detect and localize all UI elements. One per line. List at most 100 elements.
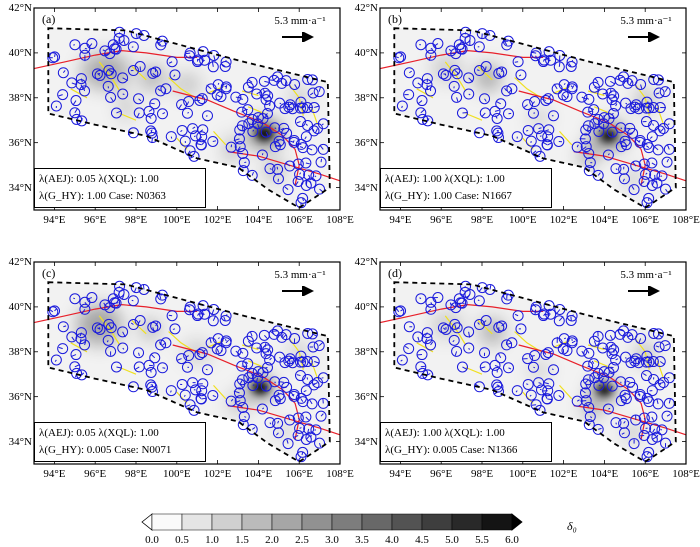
station-vector xyxy=(138,98,142,102)
gps-stations xyxy=(47,280,329,463)
station-vector xyxy=(558,316,564,322)
gps-station xyxy=(160,337,172,349)
station-vector xyxy=(193,135,196,138)
gps-station xyxy=(396,354,408,366)
station-vector xyxy=(548,313,551,315)
station-vector xyxy=(658,79,664,82)
gps-station xyxy=(542,93,554,105)
gps-station xyxy=(425,303,437,315)
gps-station xyxy=(643,142,655,154)
fault-minor-10 xyxy=(656,106,665,125)
lat-label: 36°N xyxy=(354,136,378,149)
gps-station xyxy=(649,423,661,435)
gps-station xyxy=(641,451,653,463)
gps-station xyxy=(284,160,296,172)
station-vector xyxy=(213,55,216,62)
gps-station xyxy=(453,293,465,305)
fault-minor-6 xyxy=(119,112,137,121)
station-vector xyxy=(71,82,76,85)
station-vector xyxy=(212,140,217,142)
velocity-scale-arrow-icon xyxy=(282,32,314,42)
fault-minor-0 xyxy=(444,315,467,346)
station-vector xyxy=(643,417,647,422)
gps-station xyxy=(592,330,604,342)
station-vector xyxy=(597,172,601,176)
gps-station xyxy=(256,403,268,415)
station-vector xyxy=(277,420,280,424)
station-vector xyxy=(547,142,552,146)
station-vector xyxy=(284,80,287,86)
gps-station xyxy=(66,331,78,343)
gps-station xyxy=(294,168,306,180)
gps-station xyxy=(459,32,471,44)
gps-station xyxy=(610,354,622,366)
gps-station xyxy=(640,370,652,382)
station-vector xyxy=(417,82,422,86)
gps-station xyxy=(602,403,614,415)
lat-label: 34°N xyxy=(8,181,32,194)
study-region-boundary xyxy=(393,281,677,463)
colorbar-tick: 4.0 xyxy=(385,534,399,546)
lon-label: 102°E xyxy=(203,468,232,480)
map-canvas xyxy=(379,261,687,465)
station-vector xyxy=(274,381,276,384)
colorbar-tick: 2.0 xyxy=(265,534,279,546)
station-vector xyxy=(280,127,285,131)
gps-station xyxy=(530,304,542,316)
station-vector xyxy=(234,400,241,404)
gps-station xyxy=(489,359,501,371)
gps-station xyxy=(201,110,213,122)
station-vector xyxy=(484,66,487,71)
gps-station xyxy=(166,56,178,68)
gps-station xyxy=(584,411,596,423)
station-vector xyxy=(468,93,471,96)
gps-station xyxy=(145,379,157,391)
gps-station xyxy=(583,147,595,159)
fault-minor-6 xyxy=(119,366,137,375)
field-peak-0 xyxy=(596,383,613,396)
station-vector xyxy=(482,320,487,324)
station-vector xyxy=(296,121,301,124)
station-vector xyxy=(589,416,593,419)
lat-label: 40°N xyxy=(354,46,378,59)
colorbar-title: δ₀ xyxy=(567,519,577,533)
station-vector xyxy=(183,394,186,397)
station-vector xyxy=(150,353,156,359)
gps-station xyxy=(592,423,604,435)
station-vector xyxy=(187,112,190,114)
station-vector xyxy=(615,168,618,171)
gps-station xyxy=(183,350,195,362)
velocity-scale-label: 5.3 mm·a⁻¹ xyxy=(274,269,326,281)
station-vector xyxy=(497,385,500,388)
station-vector xyxy=(610,80,615,85)
gps-station xyxy=(117,72,129,84)
station-vector xyxy=(265,386,267,391)
fault-minor-10 xyxy=(310,360,319,379)
station-vector xyxy=(400,54,403,58)
panel-label: (b) xyxy=(388,12,402,26)
colorbar-tick: 6.0 xyxy=(505,534,519,546)
station-vector xyxy=(201,349,206,354)
station-vector xyxy=(116,110,122,114)
station-vector xyxy=(593,341,597,346)
station-vector xyxy=(98,327,101,330)
gps-station xyxy=(292,158,304,170)
station-vector xyxy=(444,73,447,76)
gps-station xyxy=(618,325,630,337)
gps-station xyxy=(492,381,504,393)
lon-label: 96°E xyxy=(430,214,453,226)
gps-station xyxy=(188,404,200,416)
field-high-7 xyxy=(504,151,521,170)
fault-minor-7 xyxy=(176,137,188,150)
station-vector xyxy=(484,98,487,102)
station-vector xyxy=(300,101,303,103)
station-vector xyxy=(587,125,589,131)
station-vector xyxy=(257,123,260,129)
station-vector xyxy=(217,94,221,98)
station-vector xyxy=(598,129,601,132)
gps-station xyxy=(242,104,254,116)
gps-station xyxy=(545,54,557,66)
gps-station xyxy=(638,158,650,170)
station-vector xyxy=(659,383,662,386)
station-vector xyxy=(658,333,663,338)
